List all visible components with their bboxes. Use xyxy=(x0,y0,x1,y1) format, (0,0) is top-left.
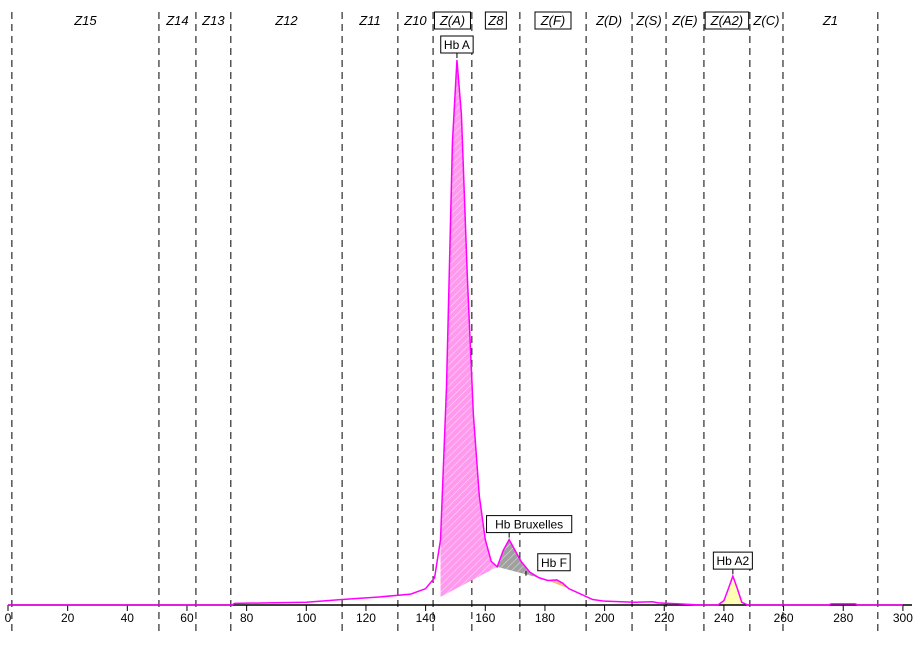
x-tick-label: 80 xyxy=(240,611,254,625)
peak-area xyxy=(497,539,539,578)
x-tick-label: 180 xyxy=(535,611,555,625)
x-tick-label: 140 xyxy=(416,611,436,625)
zone-label: Z1 xyxy=(822,13,838,28)
zone-label: Z15 xyxy=(73,13,97,28)
x-tick-label: 280 xyxy=(833,611,853,625)
zone-label-box xyxy=(534,11,572,30)
x-tick-label: 20 xyxy=(61,611,75,625)
x-tick-label: 60 xyxy=(180,611,194,625)
peak-label-box xyxy=(440,35,474,54)
x-tick-label: 0 xyxy=(5,611,12,625)
zone-label: Z(E) xyxy=(671,13,697,28)
x-tick-label: 40 xyxy=(121,611,135,625)
zone-label-box xyxy=(704,11,750,30)
zone-label: Z13 xyxy=(201,13,225,28)
peak-label: Hb A xyxy=(444,38,470,52)
peak-label-box xyxy=(712,551,753,570)
x-tick-label: 120 xyxy=(356,611,376,625)
zone-label: Z10 xyxy=(403,13,427,28)
x-tick-label: 200 xyxy=(595,611,615,625)
x-tick-label: 260 xyxy=(774,611,794,625)
zone-label: Z11 xyxy=(358,13,380,28)
zone-label: Z8 xyxy=(487,13,504,28)
zone-label: Z(A2) xyxy=(710,13,744,28)
zone-label: Z12 xyxy=(274,13,298,28)
peak-area xyxy=(720,576,745,605)
peak-area xyxy=(547,579,569,589)
zone-label: Z(S) xyxy=(635,13,661,28)
peak-label: Hb A2 xyxy=(717,554,750,568)
x-tick-label: 160 xyxy=(475,611,495,625)
peak-label: Hb F xyxy=(541,556,567,570)
x-tick-label: 220 xyxy=(654,611,674,625)
zone-label: Z(C) xyxy=(752,13,779,28)
peak-label-box xyxy=(486,515,573,534)
peak-label: Hb Bruxelles xyxy=(495,518,563,532)
zone-label-box xyxy=(433,11,471,30)
zone-label: Z(F) xyxy=(540,13,566,28)
x-tick-label: 240 xyxy=(714,611,734,625)
peak-label-box xyxy=(537,553,571,572)
x-tick-label: 300 xyxy=(893,611,913,625)
trace-line xyxy=(8,59,903,606)
zone-label: Z14 xyxy=(165,13,188,28)
zone-label: Z(D) xyxy=(595,13,622,28)
zone-label: Z(A) xyxy=(439,13,465,28)
zone-label-box xyxy=(484,11,507,30)
x-tick-label: 100 xyxy=(296,611,316,625)
